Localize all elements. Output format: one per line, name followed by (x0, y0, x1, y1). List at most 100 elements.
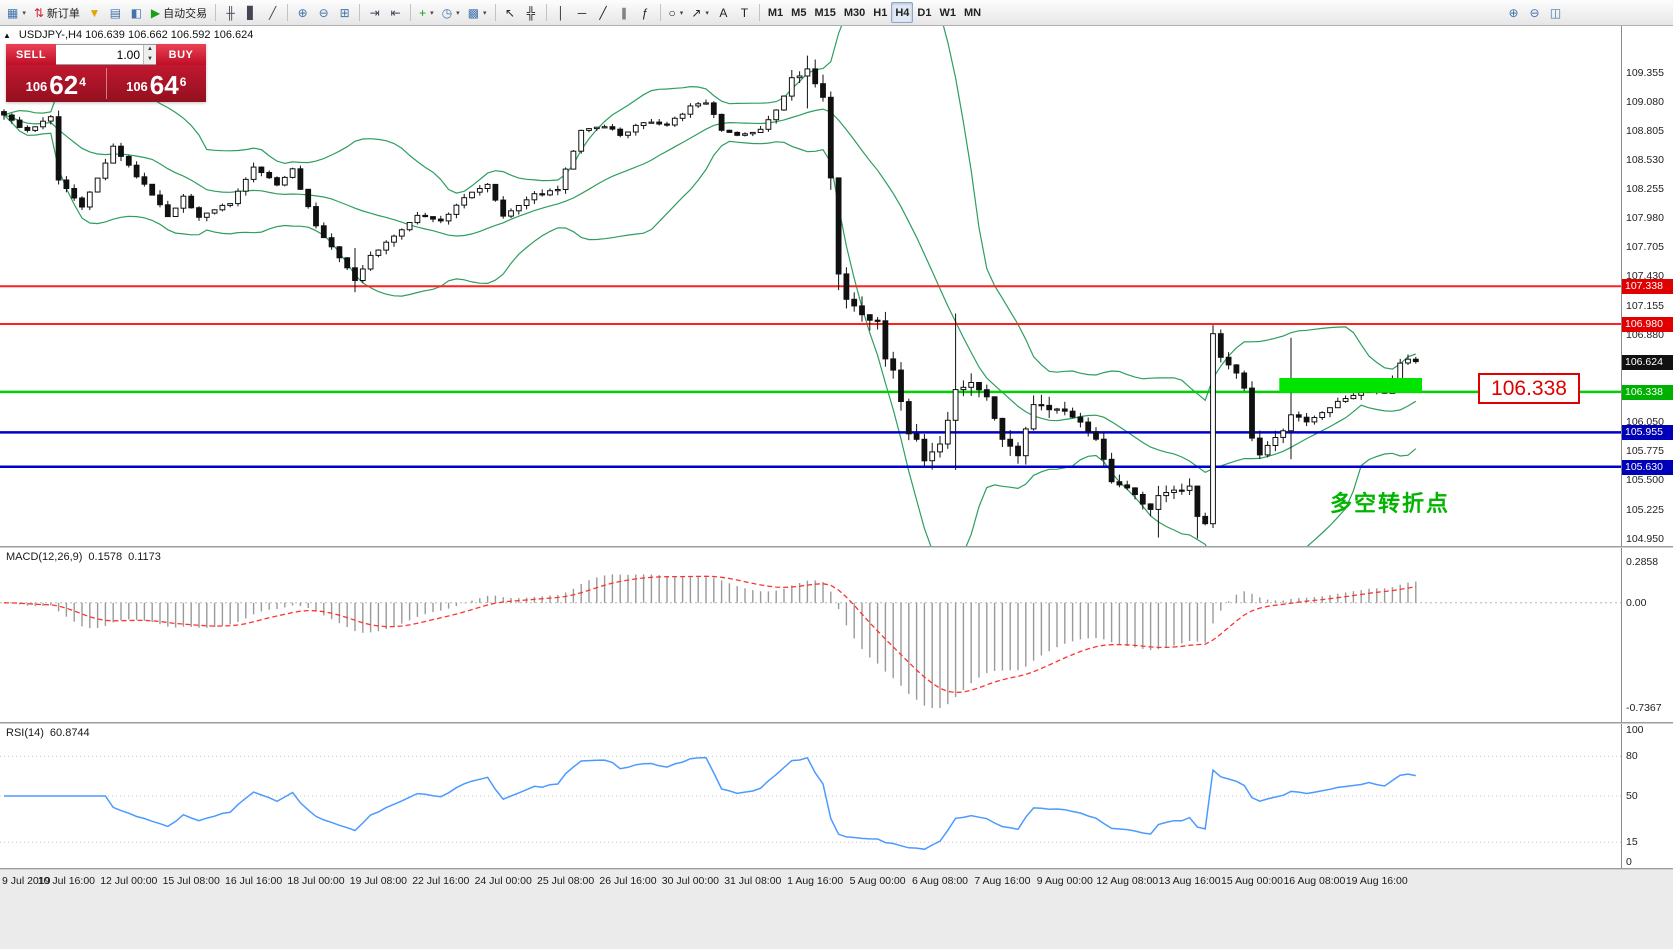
price-tick-label: 107.155 (1626, 300, 1664, 312)
caret-down-icon: ▾ (483, 9, 487, 17)
chart-shift-icon: ⇤ (390, 5, 401, 20)
macd-value-signal: 0.1173 (128, 551, 161, 563)
candlestick-mode-button[interactable]: ▋ (241, 2, 262, 23)
rsi-value: 60.8744 (49, 727, 90, 739)
trade-panel-toggle[interactable]: ▲ (3, 30, 11, 40)
new-chart-button[interactable]: ▦ ▾ (3, 2, 30, 23)
level-price-tag: 105.955 (1622, 425, 1673, 440)
trendline-tool-button[interactable]: ╱ (593, 2, 614, 23)
new-chart-icon: ▦ (7, 5, 19, 20)
price-tick-label: 104.950 (1626, 533, 1664, 545)
horizontal-line-tool-icon: ─ (577, 5, 587, 20)
cursor-tool-button[interactable]: ↖ (500, 2, 521, 23)
text-label-tool-icon: T (740, 5, 749, 20)
rsi-label: RSI(14) (6, 727, 44, 739)
periods-icon: ◷ (441, 5, 453, 20)
channel-tool-button[interactable]: ∥ (614, 2, 635, 23)
candlestick-mode-icon: ▋ (247, 5, 257, 20)
ask-price[interactable]: 106 64 6 (107, 65, 207, 102)
chart-annotation-text: 多空转折点 (1330, 491, 1451, 516)
rsi-axis-label: 0 (1626, 856, 1632, 868)
timeframe-M15-label: M15 (814, 6, 836, 19)
arrows-tool-button[interactable]: ↗ ▾ (687, 2, 713, 23)
price-axis[interactable]: 109.355 109.080 108.805 108.530 108.255 107.9… (1621, 26, 1673, 868)
time-tick-label: 31 Jul 08:00 (724, 875, 782, 887)
macd-axis-label: 0.2858 (1626, 556, 1659, 568)
tile-windows-button[interactable]: ⊞ (334, 2, 355, 23)
horizontal-line-tool-button[interactable]: ─ (572, 2, 593, 23)
zoom-out-right-icon: ⊖ (1529, 5, 1540, 20)
bid-prefix: 106 (25, 79, 48, 94)
chart-list-button[interactable]: ◫ (1545, 2, 1566, 23)
price-tick-label: 105.500 (1626, 474, 1664, 486)
time-tick-label: 19 Aug 16:00 (1345, 875, 1408, 887)
timeframe-M30-button[interactable]: M30 (840, 2, 869, 23)
data-window-button[interactable]: ◧ (126, 2, 147, 23)
shapes-tool-button[interactable]: ○ ▾ (665, 2, 688, 23)
fibonacci-tool-button[interactable]: ƒ (635, 2, 656, 23)
timeframe-H4-button[interactable]: H4 (891, 2, 914, 23)
crosshair-tool-button[interactable]: ╬ (521, 2, 542, 23)
price-tick-label: 105.775 (1626, 445, 1664, 457)
chart-filter-button[interactable]: ▼ (84, 2, 105, 23)
timeframe-D1-button[interactable]: D1 (913, 2, 935, 23)
time-tick-label: 25 Jul 08:00 (536, 875, 595, 887)
text-tool-icon: A (719, 5, 728, 20)
vertical-line-tool-button[interactable]: │ (551, 2, 572, 23)
zoom-out-button[interactable]: ⊖ (313, 2, 334, 23)
volume-input[interactable] (56, 45, 143, 64)
rsi-chart-canvas[interactable] (0, 724, 1621, 868)
time-axis[interactable]: 9 Jul 2019 10 Jul 16:00 12 Jul 00:00 15 Jul… (0, 870, 1673, 949)
chart-shift-button[interactable]: ⇤ (385, 2, 406, 23)
line-chart-mode-button[interactable]: ╱ (262, 2, 283, 23)
bar-chart-mode-icon: ╫ (226, 5, 235, 20)
panel-separator[interactable] (0, 722, 1673, 724)
auto-scroll-button[interactable]: ⇥ (364, 2, 385, 23)
price-chart-canvas[interactable] (0, 26, 1621, 546)
new-order-label: 新订单 (46, 7, 80, 20)
volume-increment-button[interactable]: ▲ (144, 45, 156, 55)
level-price-tag: 106.338 (1622, 385, 1673, 400)
auto-scroll-icon: ⇥ (369, 5, 380, 20)
toolbar-separator (758, 4, 760, 21)
market-watch-button[interactable]: ▤ (105, 2, 126, 23)
time-tick-label: 16 Aug 08:00 (1283, 875, 1346, 887)
timeframe-MN-button[interactable]: MN (960, 2, 985, 23)
level-price-tag: 105.630 (1622, 460, 1673, 475)
timeframe-M1-button[interactable]: M1 (764, 2, 787, 23)
templates-button[interactable]: ▩ ▾ (464, 2, 491, 23)
zoom-out-right-button[interactable]: ⊖ (1524, 2, 1545, 23)
auto-trading-button[interactable]: ▶ 自动交易 (147, 2, 211, 23)
periods-button[interactable]: ◷ ▾ (438, 2, 464, 23)
timeframe-H1-label: H1 (873, 6, 888, 19)
volume-decrement-button[interactable]: ▼ (144, 54, 156, 64)
panel-separator[interactable] (0, 868, 1673, 870)
price-callout-label: 106.338 (1478, 373, 1580, 404)
indicators-button[interactable]: + ▾ (415, 2, 438, 23)
volume-stepper: ▲ ▼ (143, 45, 156, 64)
zoom-in-button[interactable]: ⊕ (292, 2, 313, 23)
time-tick-label: 26 Jul 16:00 (599, 875, 657, 887)
macd-label: MACD(12,26,9) (6, 551, 83, 563)
text-label-tool-button[interactable]: T (734, 2, 755, 23)
text-tool-button[interactable]: A (713, 2, 734, 23)
macd-chart-canvas[interactable] (0, 548, 1621, 722)
timeframe-M15-button[interactable]: M15 (810, 2, 839, 23)
price-tick-label: 106.880 (1626, 329, 1664, 341)
timeframe-M5-button[interactable]: M5 (787, 2, 810, 23)
panel-separator[interactable] (0, 546, 1673, 548)
buy-button[interactable]: BUY (156, 44, 206, 65)
bid-price[interactable]: 106 62 4 (6, 65, 106, 102)
toolbar-right-group: ⊕ ⊖ ◫ (1503, 2, 1566, 23)
bar-chart-mode-button[interactable]: ╫ (220, 2, 241, 23)
rsi-axis-label: 80 (1626, 750, 1638, 762)
bid-ask-display[interactable]: 106 62 4 106 64 6 (6, 65, 206, 102)
timeframe-H1-button[interactable]: H1 (869, 2, 891, 23)
zoom-in-right-button[interactable]: ⊕ (1503, 2, 1524, 23)
volume-field: ▲ ▼ (56, 44, 156, 65)
sell-button[interactable]: SELL (6, 44, 56, 65)
timeframe-W1-button[interactable]: W1 (935, 2, 960, 23)
price-tick-label: 109.080 (1626, 96, 1664, 108)
timeframe-W1-label: W1 (939, 6, 956, 19)
new-order-button[interactable]: ⇅ 新订单 (30, 2, 84, 23)
